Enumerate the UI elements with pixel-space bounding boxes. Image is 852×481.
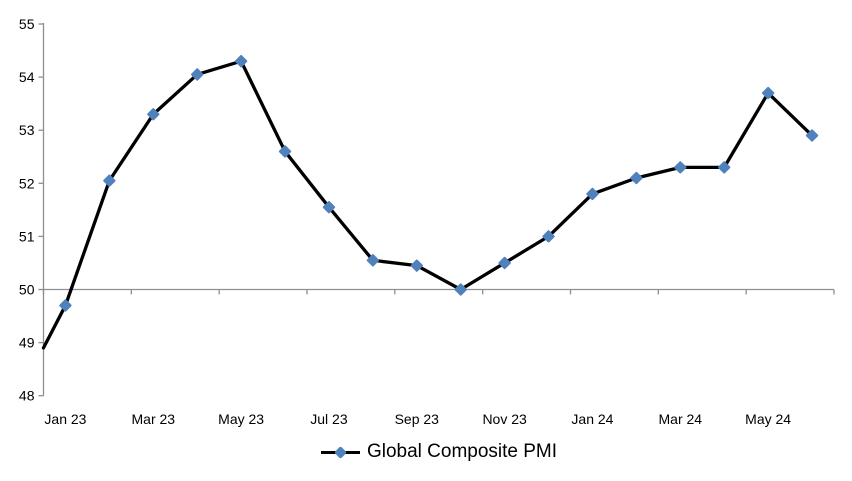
x-axis-label-mar-24: Mar 24 — [659, 411, 703, 427]
legend: Global Composite PMI — [44, 441, 834, 463]
x-axis-label-may-23: May 23 — [218, 411, 264, 427]
y-axis-label-52: 52 — [19, 175, 35, 191]
data-point-marker-sep-23 — [410, 259, 423, 272]
data-point-marker-mar-23 — [147, 108, 160, 121]
data-point-marker-nov-23 — [498, 256, 511, 270]
data-point-marker-jun-24 — [805, 129, 819, 142]
y-axis-label-54: 54 — [19, 69, 35, 85]
data-point-marker-may-23 — [234, 54, 248, 68]
data-point-marker-jan-24 — [586, 187, 599, 201]
data-point-marker-may-24 — [761, 86, 775, 100]
x-axis-label-jul-23: Jul 23 — [310, 411, 348, 427]
data-point-marker-oct-23 — [454, 283, 467, 296]
y-axis-label-48: 48 — [19, 388, 35, 404]
data-point-marker-aug-23 — [366, 254, 380, 267]
data-point-marker-jul-23 — [322, 200, 336, 214]
x-axis-label-jan-23: Jan 23 — [44, 411, 86, 427]
y-axis-label-55: 55 — [19, 16, 35, 32]
data-point-marker-feb-24 — [630, 171, 643, 185]
x-axis-label-may-24: May 24 — [745, 411, 791, 427]
x-axis-label-sep-23: Sep 23 — [395, 411, 440, 427]
legend-line-icon — [343, 450, 360, 454]
x-axis-label-nov-23: Nov 23 — [482, 411, 527, 427]
data-point-marker-mar-24 — [674, 161, 687, 174]
y-axis-label-51: 51 — [19, 228, 35, 244]
data-point-marker-dec-23 — [542, 230, 555, 243]
data-point-marker-apr-23 — [191, 68, 204, 81]
pmi-series-line — [41, 59, 814, 350]
x-axis-label-mar-23: Mar 23 — [132, 411, 176, 427]
data-point-marker-jun-23 — [278, 145, 292, 158]
x-axis-label-jan-24: Jan 24 — [571, 411, 613, 427]
data-point-marker-feb-23 — [103, 174, 116, 187]
legend-key — [320, 445, 360, 459]
y-axis-label-50: 50 — [19, 282, 35, 298]
legend-line-icon — [320, 450, 337, 454]
data-point-marker-apr-24 — [718, 161, 731, 174]
y-axis-label-49: 49 — [19, 335, 35, 351]
legend-diamond-marker-icon — [334, 445, 347, 459]
data-point-marker-jan-23 — [59, 299, 72, 312]
legend-label: Global Composite PMI — [366, 441, 558, 462]
y-axis-label-53: 53 — [19, 122, 35, 138]
